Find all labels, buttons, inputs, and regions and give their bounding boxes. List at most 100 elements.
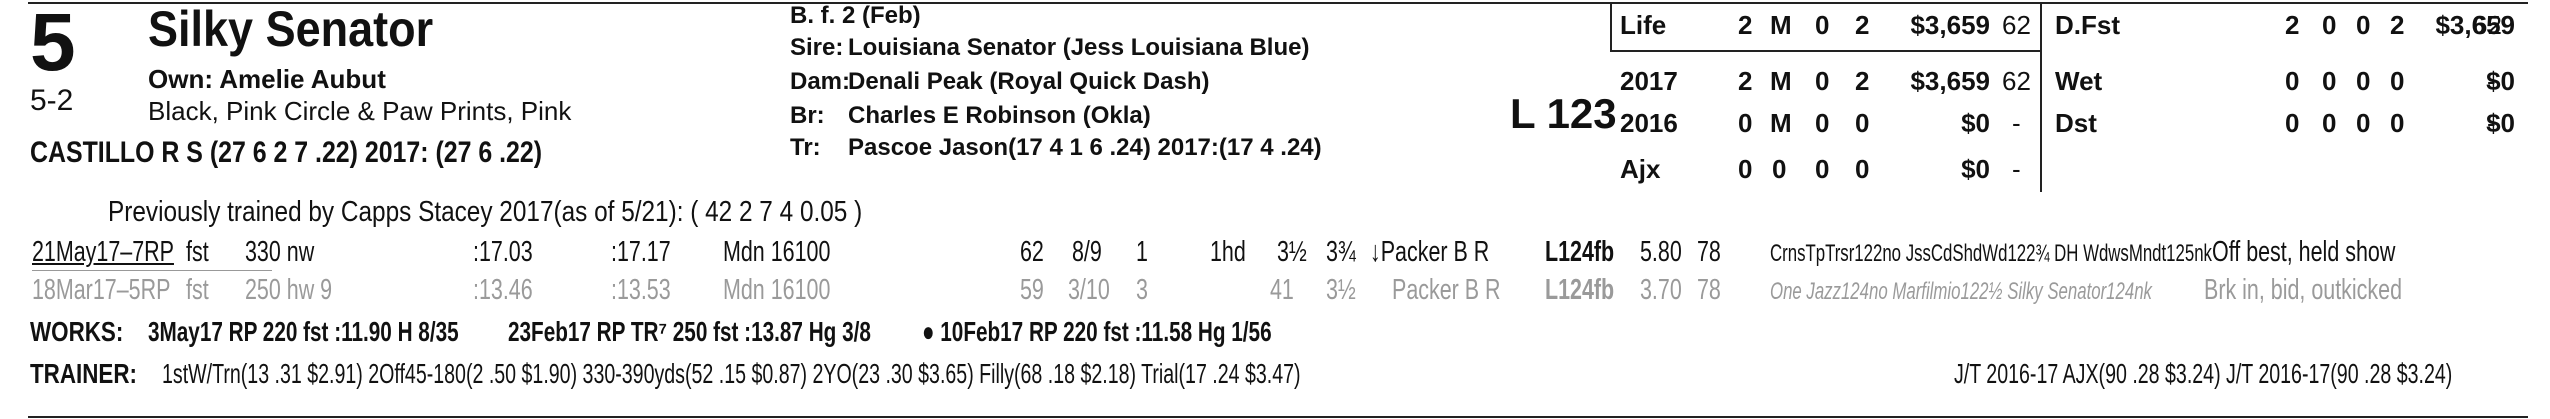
finish-call: 41 [1270, 274, 1294, 306]
dam-label: Dam: [790, 68, 851, 95]
record-places: 0 [1815, 10, 1830, 40]
record-speed: - [2487, 108, 2496, 138]
record-places: 0 [1815, 154, 1830, 184]
record-starts: 2 [2285, 10, 2300, 40]
race-date[interactable]: 18Mar17–5RP [32, 274, 171, 306]
trip-comment: Off best, held show [2212, 236, 2396, 268]
top-rule [28, 2, 2528, 4]
finish-call: 3½ [1277, 236, 1307, 268]
record-starts: 0 [1738, 108, 1753, 138]
top-finishers: CrnsTpTrsr122no JssCdShdWd122¾ DH WdwsMn… [1770, 240, 2212, 267]
distance: 250 hw 9 [245, 274, 333, 306]
silks: Black, Pink Circle & Paw Prints, Pink [148, 96, 572, 126]
speed-figure: 62 [1020, 236, 1044, 268]
speed-figure: 59 [1020, 274, 1044, 306]
record-speed: - [2487, 66, 2496, 96]
race-jockey: ↓Packer B R [1370, 236, 1490, 268]
trip-comment: Brk in, bid, outkicked [2204, 274, 2403, 306]
sire: Louisiana Senator (Jess Louisiana Blue) [848, 34, 1310, 61]
record-left-table: Life 2 M 0 2 $3,659 62 2017 2 M 0 2 $3,6… [1620, 0, 2040, 190]
fraction-2: :17.17 [611, 236, 671, 268]
medication-weight: L124fb [1545, 274, 1615, 306]
fraction-1: :17.03 [473, 236, 533, 268]
record-shows: 2 [1855, 66, 1870, 96]
works-label: WORKS: [30, 316, 124, 347]
race-underline [32, 270, 272, 271]
dam: Denali Peak (Royal Quick Dash) [848, 68, 1210, 95]
record-earnings: $0 [1961, 154, 1990, 184]
record-box-divider [1610, 50, 2040, 52]
past-performance-row: 18Mar17–5RP fst 250 hw 9 :13.46 :13.53 M… [0, 274, 2550, 308]
odds: 3.70 [1640, 274, 1682, 306]
record-speed: 62 [2002, 66, 2031, 96]
record-shows: 0 [2390, 108, 2405, 138]
sire-label: Sire: [790, 34, 844, 61]
workout: ● 10Feb17 RP 220 fst :11.58 Hg 1/56 [922, 316, 1272, 347]
record-label: Ajx [1620, 154, 1661, 184]
race-jockey: Packer B R [1392, 274, 1501, 306]
race-class: Mdn 16100 [723, 274, 831, 306]
record-label: Life [1620, 10, 1667, 40]
start-call: 1 [1136, 236, 1148, 268]
record-places: 0 [2356, 66, 2371, 96]
record-wins: M [1770, 66, 1792, 96]
record-speed: 62 [2473, 10, 2502, 40]
record-starts: 0 [1738, 154, 1753, 184]
distance: 330 nw [245, 236, 315, 268]
track-condition: fst [186, 236, 209, 268]
odds: 5.80 [1640, 236, 1682, 268]
record-shows: 0 [1855, 108, 1870, 138]
morning-line-odds: 5-2 [30, 84, 74, 117]
previously-trained-note: Previously trained by Capps Stacey 2017(… [108, 196, 863, 228]
record-places: 0 [2356, 108, 2371, 138]
record-earnings: $3,659 [1910, 66, 1990, 96]
record-wins: M [1770, 108, 1792, 138]
record-label: Wet [2055, 66, 2103, 96]
post-position: 8/9 [1072, 236, 1102, 268]
record-earnings: $3,659 [2435, 10, 2515, 40]
owner: Own: Amelie Aubut [148, 64, 386, 94]
record-places: 0 [1815, 108, 1830, 138]
margin: 3½ [1326, 274, 1356, 306]
race-class: Mdn 16100 [723, 236, 831, 268]
fraction-2: :13.53 [611, 274, 671, 306]
medication-weight: L124fb [1545, 236, 1615, 268]
record-box-right-border [2040, 4, 2042, 192]
post-position: 3/10 [1068, 274, 1110, 306]
weight: L 123 [1510, 90, 1617, 137]
margin: 3¾ [1326, 236, 1356, 268]
top-finishers: One Jazz124no Marfilmio122½ Silky Senato… [1770, 278, 2152, 305]
record-wins: M [1770, 10, 1792, 40]
horse-description: B. f. 2 (Feb) [790, 2, 921, 29]
record-box-left-border [1610, 4, 1612, 52]
fraction-1: :13.46 [473, 274, 533, 306]
jockey-stats: CASTILLO R S (27 6 2 7 .22) 2017: (27 6 … [30, 136, 543, 169]
program-number: 5 [30, 0, 76, 88]
breeder-label: Br: [790, 102, 825, 129]
pedigree-block: B. f. 2 (Feb) Sire: Louisiana Senator (J… [790, 0, 1490, 170]
record-starts: 0 [2285, 66, 2300, 96]
record-shows: 0 [1855, 154, 1870, 184]
workout: 3May17 RP 220 fst :11.90 H 8/35 [148, 316, 459, 347]
trainer-stats-row: TRAINER: 1stW/Trn(13 .31 $2.91) 2Off45-1… [30, 358, 2530, 392]
race-figure: 78 [1697, 274, 1721, 306]
track-condition: fst [186, 274, 209, 306]
works-row: WORKS: 3May17 RP 220 fst :11.90 H 8/35 2… [30, 316, 1630, 350]
race-figure: 78 [1697, 236, 1721, 268]
record-wins: 0 [1772, 154, 1787, 184]
record-label: 2016 [1620, 108, 1678, 138]
breeder: Charles E Robinson (Okla) [848, 102, 1151, 129]
start-call: 3 [1136, 274, 1148, 306]
record-wins: 0 [2322, 108, 2337, 138]
record-earnings: $0 [2486, 108, 2515, 138]
record-places: 0 [2356, 10, 2371, 40]
past-performance-row: 21May17–7RP fst 330 nw :17.03 :17.17 Mdn… [0, 236, 2550, 270]
record-starts: 2 [1738, 10, 1753, 40]
trainer: Pascoe Jason(17 4 1 6 .24) 2017:(17 4 .2… [848, 134, 1322, 161]
record-label: Dst [2055, 108, 2097, 138]
record-wins: 0 [2322, 66, 2337, 96]
jockey-trainer-stats: J/T 2016-17 AJX(90 .28 $3.24) J/T 2016-1… [1954, 358, 2453, 389]
race-date[interactable]: 21May17–7RP [32, 236, 174, 268]
record-shows: 2 [1855, 10, 1870, 40]
record-wins: 0 [2322, 10, 2337, 40]
